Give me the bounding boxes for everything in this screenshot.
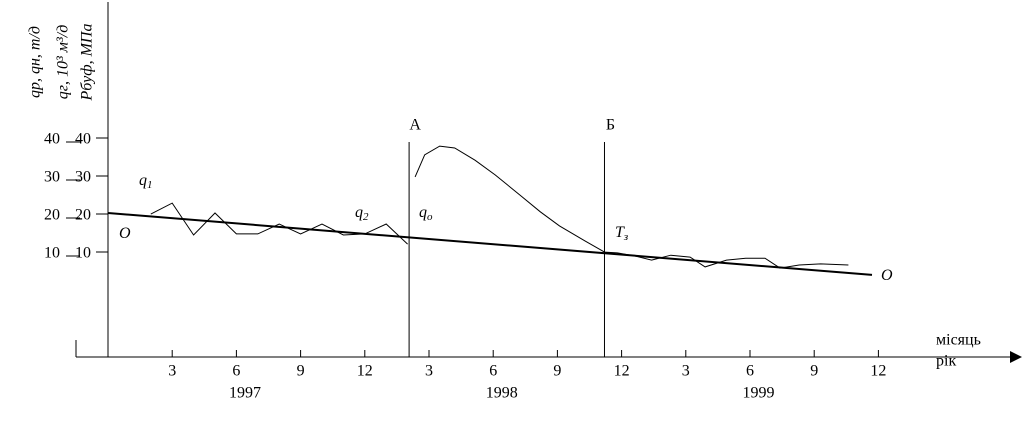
x-tick-label: 9 [297, 363, 305, 380]
y2-tick-label: 40 [75, 131, 91, 148]
annotation-sub: o [427, 211, 433, 223]
y-axis-label: qр, qн, т/д [27, 26, 44, 98]
x-tick-label: 3 [682, 363, 690, 380]
series-line [150, 202, 408, 245]
series-line [414, 145, 605, 253]
annotation: qo [419, 204, 433, 223]
annotation-sub: з [623, 231, 628, 243]
annotation: O [119, 225, 131, 242]
marker-label: Б [606, 117, 615, 134]
y-tick-label: 10 [44, 245, 60, 262]
marker-label: А [409, 117, 421, 134]
y-tick-label: 40 [44, 131, 60, 148]
y-tick-label: 20 [44, 207, 60, 224]
series-line [604, 251, 849, 269]
y-axis-label: Pбуф, МПа [79, 24, 96, 102]
annotation: q1 [139, 172, 153, 191]
x-tick-label: 3 [425, 363, 433, 380]
x-tick-label: 6 [489, 363, 497, 380]
x-tick-label: 6 [232, 363, 240, 380]
annotation: q2 [355, 204, 369, 223]
y-tick-label: 30 [44, 169, 60, 186]
x-axis-label: місяць [936, 332, 981, 349]
x-axis-label: рік [936, 353, 956, 370]
annotation-text: O [881, 267, 893, 284]
x-tick-label: 12 [357, 363, 373, 380]
y-axis-label: qг, 10³ м³/д [55, 25, 72, 100]
arrow [1010, 351, 1022, 363]
x-tick-label: 12 [870, 363, 886, 380]
annotation-text: q [355, 204, 363, 221]
x-tick-label: 9 [810, 363, 818, 380]
annotation: O [881, 267, 893, 284]
y2-tick-label: 30 [75, 169, 91, 186]
x-tick-label: 3 [168, 363, 176, 380]
annotation-text: q [139, 172, 147, 189]
annotation: Tз [615, 224, 628, 243]
x-tick-label: 6 [746, 363, 754, 380]
annotation-text: q [419, 204, 427, 221]
year-label: 1999 [743, 385, 775, 402]
y2-tick-label: 10 [75, 245, 91, 262]
year-label: 1997 [229, 385, 261, 402]
annotation-sub: 2 [363, 211, 369, 223]
y2-tick-label: 20 [75, 207, 91, 224]
annotation-sub: 1 [147, 179, 153, 191]
x-tick-label: 9 [553, 363, 561, 380]
year-label: 1998 [486, 385, 518, 402]
annotation-text: T [615, 224, 625, 241]
series-line [107, 212, 873, 276]
x-tick-label: 12 [614, 363, 630, 380]
annotation-text: O [119, 225, 131, 242]
